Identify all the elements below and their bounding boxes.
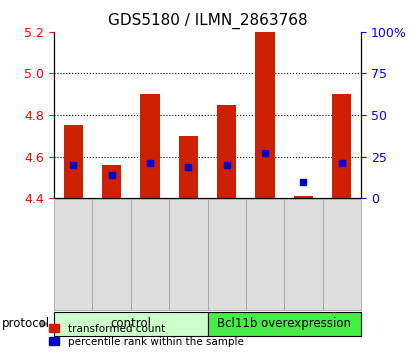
Text: control: control xyxy=(110,318,151,330)
Bar xyxy=(140,94,159,198)
Bar xyxy=(63,125,83,198)
Bar xyxy=(179,136,198,198)
Bar xyxy=(102,165,121,198)
Text: protocol: protocol xyxy=(2,318,50,330)
Bar xyxy=(256,32,275,198)
Bar xyxy=(217,105,236,198)
Title: GDS5180 / ILMN_2863768: GDS5180 / ILMN_2863768 xyxy=(107,13,308,29)
Bar xyxy=(332,94,352,198)
Text: Bcl11b overexpression: Bcl11b overexpression xyxy=(217,318,351,330)
Legend: transformed count, percentile rank within the sample: transformed count, percentile rank withi… xyxy=(47,321,246,349)
Bar xyxy=(294,196,313,198)
